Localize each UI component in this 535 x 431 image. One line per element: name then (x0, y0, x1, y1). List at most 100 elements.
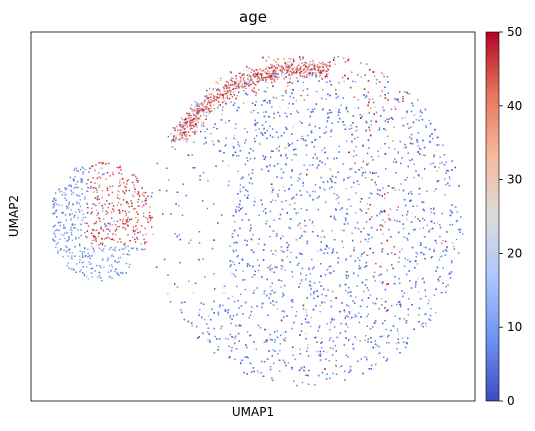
scatter-point (324, 201, 327, 203)
scatter-point (439, 224, 441, 226)
scatter-point (237, 106, 240, 109)
scatter-point (220, 77, 222, 79)
scatter-point (343, 344, 345, 346)
scatter-point (297, 224, 299, 227)
scatter-point (350, 127, 353, 129)
scatter-point (305, 278, 307, 280)
scatter-point (335, 359, 337, 362)
scatter-point (187, 154, 190, 156)
scatter-point (265, 79, 267, 81)
scatter-point (373, 172, 375, 174)
scatter-point (315, 76, 317, 78)
scatter-point (342, 246, 345, 249)
scatter-point (246, 346, 248, 349)
scatter-point (345, 290, 347, 292)
scatter-point (429, 319, 432, 321)
scatter-point (166, 167, 168, 169)
scatter-point (346, 277, 348, 279)
scatter-point (308, 122, 311, 125)
scatter-point (213, 203, 215, 205)
scatter-point (349, 86, 352, 89)
scatter-point (433, 190, 436, 192)
scatter-point (314, 108, 316, 110)
scatter-point (433, 207, 435, 209)
scatter-point (271, 128, 274, 130)
scatter-point (203, 143, 205, 145)
scatter-point (384, 221, 386, 223)
scatter-point (283, 332, 285, 334)
scatter-point (301, 381, 304, 384)
scatter-point (345, 106, 348, 109)
scatter-point (251, 89, 253, 92)
scatter-point (262, 375, 265, 377)
scatter-point (274, 339, 276, 341)
scatter-point (352, 115, 355, 117)
scatter-point (362, 145, 364, 147)
scatter-point (350, 167, 353, 170)
scatter-point (433, 248, 435, 251)
scatter-point (325, 378, 328, 380)
scatter-point (286, 115, 288, 118)
scatter-point (384, 94, 386, 96)
scatter-point (269, 285, 272, 288)
scatter-point (407, 239, 409, 241)
scatter-point (451, 211, 453, 214)
scatter-point (330, 272, 332, 274)
scatter-point (448, 273, 451, 275)
scatter-point (199, 179, 201, 181)
scatter-point (236, 241, 238, 244)
scatter-point (225, 102, 227, 105)
scatter-point (415, 283, 417, 286)
scatter-point (247, 160, 249, 162)
scatter-point (242, 313, 244, 315)
scatter-point (456, 211, 458, 213)
scatter-point (418, 175, 420, 177)
scatter-point (291, 366, 293, 369)
scatter-point (217, 106, 219, 109)
scatter-point (339, 284, 341, 286)
scatter-point (365, 95, 368, 97)
scatter-point (398, 317, 400, 320)
scatter-point (414, 286, 417, 288)
scatter-point (393, 161, 395, 163)
scatter-point (447, 170, 450, 172)
scatter-point (282, 186, 284, 188)
scatter-point (372, 71, 375, 73)
scatter-point (351, 316, 353, 319)
scatter-point (198, 118, 200, 120)
scatter-point (261, 303, 263, 306)
scatter-point (332, 248, 334, 251)
scatter-point (442, 240, 444, 242)
scatter-point (441, 162, 443, 164)
scatter-point (285, 164, 287, 166)
scatter-point (181, 214, 184, 216)
scatter-point (315, 138, 317, 140)
scatter-point (239, 200, 241, 202)
scatter-point (384, 143, 386, 145)
scatter-point (381, 282, 384, 284)
scatter-point (375, 172, 377, 174)
scatter-point (371, 156, 373, 158)
scatter-point (151, 192, 153, 194)
scatter-point (346, 271, 348, 273)
scatter-point (387, 92, 390, 94)
scatter-point (313, 297, 315, 300)
scatter-point (232, 104, 235, 106)
scatter-point (333, 157, 335, 160)
scatter-point (299, 272, 302, 274)
scatter-point (299, 120, 301, 123)
scatter-point (384, 86, 386, 88)
scatter-point (452, 245, 455, 248)
scatter-point (423, 281, 425, 284)
scatter-point (248, 152, 250, 154)
scatter-point (303, 139, 305, 141)
scatter-point (201, 316, 203, 319)
scatter-point (360, 198, 363, 200)
scatter-point (238, 340, 240, 342)
scatter-point (393, 98, 396, 100)
scatter-point (305, 154, 308, 156)
scatter-point (337, 111, 340, 113)
scatter-point (399, 140, 401, 143)
scatter-point (272, 253, 274, 255)
scatter-point (232, 154, 234, 157)
